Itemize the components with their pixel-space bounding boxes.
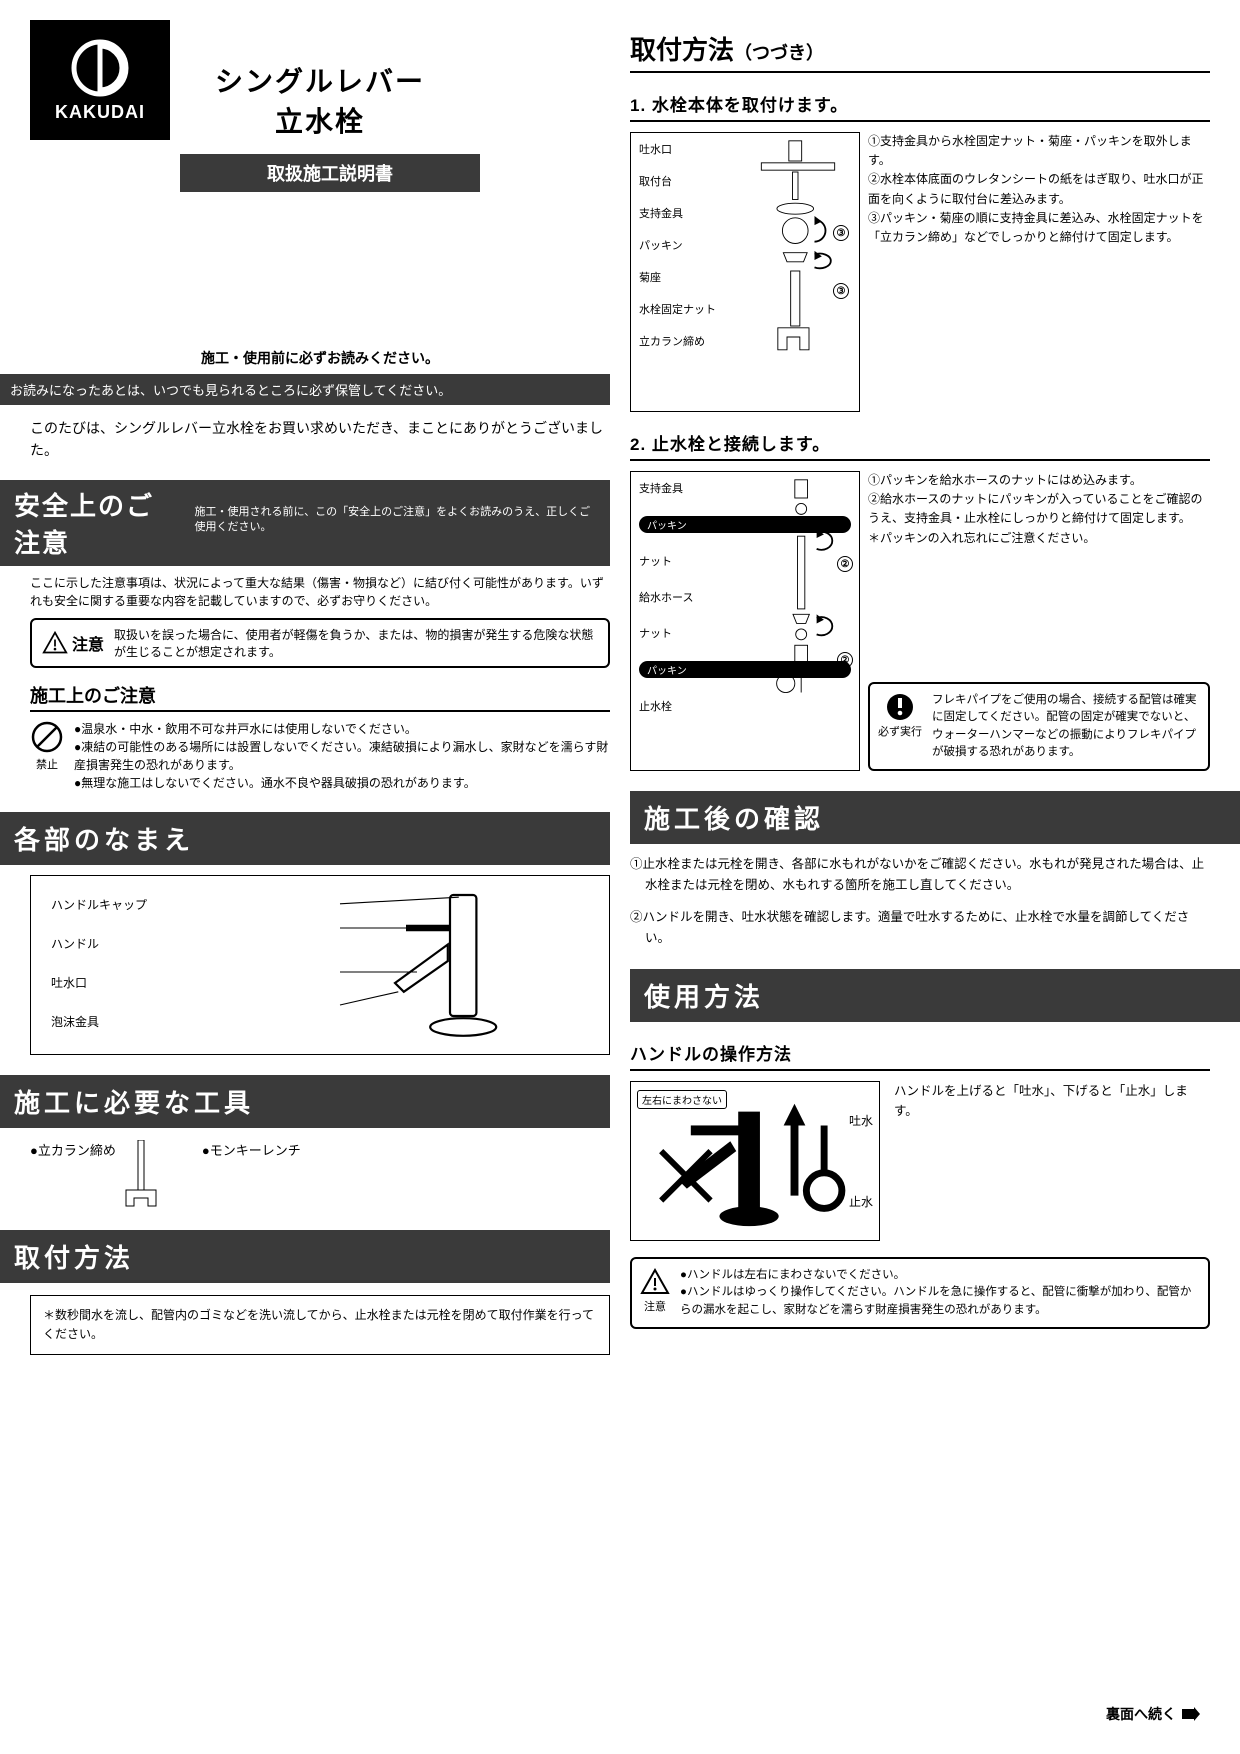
tool-2-label: ●モンキーレンチ [202, 1140, 301, 1159]
storage-note-strip: お読みになったあとは、いつでも見られるところに必ず保管してください。 [0, 374, 610, 405]
caution-text: 取扱いを誤った場合に、使用者が軽傷を負うか、または、物的損害が発生する危険な状態… [114, 626, 598, 660]
tool-basin-wrench: ●立カラン締め [30, 1140, 162, 1210]
usage-sub-title: ハンドルの操作方法 [630, 1040, 1210, 1071]
tools-section-bar: 施工に必要な工具 [0, 1075, 610, 1128]
parts-diagram: ハンドルキャップ ハンドル 吐水口 泡沫金具 [30, 875, 610, 1055]
usage-caution-icon: 注意 [640, 1267, 670, 1319]
caution-icon: 注意 [42, 630, 104, 656]
forbid-item-1: ●温泉水・中水・飲用不可な井戸水には使用しないでください。 [74, 720, 610, 738]
s2-t2: ②給水ホースのナットにパッキンが入っていることをご確認のうえ、支持金具・止水栓に… [868, 490, 1210, 528]
step1-text: ①支持金具から水栓固定ナット・菊座・パッキンを取外します。 ②水栓本体底面のウレ… [868, 132, 1210, 412]
install-section-bar: 取付方法 [0, 1230, 610, 1283]
parts-labels: ハンドルキャップ ハンドル 吐水口 泡沫金具 [51, 896, 147, 1030]
thanks-text: このたびは、シングルレバー立水栓をお買い求めいただき、まことにありがとうございま… [30, 417, 610, 462]
footer-continue: 裏面へ続く [1106, 1704, 1200, 1724]
usage-caution-box: 注意 ●ハンドルは左右にまわさないでください。 ●ハンドルはゆっくり操作してくだ… [630, 1257, 1210, 1329]
forbid-item-3: ●無理な施工はしないでください。通水不良や器具破損の恐れがあります。 [74, 774, 610, 792]
product-title: シングルレバー 立水栓 取扱施工説明書 [180, 60, 460, 192]
install-cont-suffix: （つづき） [734, 43, 824, 63]
forbid-text: ●温泉水・中水・飲用不可な井戸水には使用しないでください。 ●凍結の可能性のある… [74, 720, 610, 792]
warn-mandatory-text: フレキパイプをご使用の場合、接続する配管は確実に固定してください。配管の固定が確… [932, 692, 1200, 761]
install-cont-title-text: 取付方法 [630, 35, 734, 65]
brand-logo: KAKUDAI [30, 20, 170, 140]
usage-diagram: 左右にまわさない [630, 1081, 880, 1241]
step2-exploded-icon [753, 478, 853, 733]
forbid-icon: 禁止 [30, 720, 64, 792]
s2-t3: ＊パッキンの入れ忘れにご注意ください。 [868, 529, 1210, 548]
manual-type-label: 取扱施工説明書 [180, 154, 480, 192]
step2-diagram: 支持金具 パッキン ナット 給水ホース ナット パッキン 止水栓 [630, 471, 860, 771]
step2-title: 2. 止水栓と接続します。 [630, 430, 1210, 461]
forbid-item-2: ●凍結の可能性のある場所には設置しないでください。凍結破損により漏水し、家財など… [74, 738, 610, 774]
faucet-diagram-icon [329, 884, 549, 1060]
safety-subtitle: 施工・使用される前に、この「安全上のご注意」をよくお読みのうえ、正しくご使用くだ… [195, 505, 597, 536]
s1-t2: ②水栓本体底面のウレタンシートの紙をはぎ取り、吐水口が正面を向くように取付台に差… [868, 170, 1210, 208]
usage-row: 左右にまわさない [630, 1081, 1210, 1241]
arrow-right-icon [1182, 1707, 1200, 1721]
tools-list: ●立カラン締め ●モンキーレンチ [30, 1140, 610, 1210]
usage-warn-text: ●ハンドルは左右にまわさないでください。 ●ハンドルはゆっくり操作してください。… [680, 1267, 1200, 1319]
mandatory-icon: 必ず実行 [878, 692, 922, 761]
forbid-label: 禁止 [36, 756, 58, 772]
s2-circle-2: ② [837, 652, 853, 668]
parts-section-bar: 各部のなまえ [0, 812, 610, 865]
install-pre-note: ＊数秒間水を流し、配管内のゴミなどを洗い流してから、止水栓または元栓を閉めて取付… [30, 1295, 610, 1355]
caution-label: 注意 [72, 631, 104, 655]
safety-note: ここに示した注意事項は、状況によって重大な結果（傷害・物損など）に結び付く可能性… [30, 574, 610, 610]
footer-text: 裏面へ続く [1106, 1704, 1176, 1724]
usage-disp-close: 止水 [849, 1193, 873, 1210]
product-line-2: 立水栓 [180, 100, 460, 140]
safety-title: 安全上のご注意 [14, 486, 181, 560]
part-label-cap: ハンドルキャップ [51, 896, 147, 913]
step1-diagram: 吐水口 取付台 支持金具 パッキン 菊座 水栓固定ナット 立カラン締め [630, 132, 860, 412]
s1-circle-2: ③ [833, 283, 849, 299]
kakudai-logo-icon [70, 38, 130, 98]
brand-name: KAKUDAI [55, 102, 145, 123]
post-section-bar: 施工後の確認 [630, 791, 1240, 844]
usage-warn-1: ●ハンドルは左右にまわさないでください。 [680, 1267, 1200, 1284]
part-label-aerator: 泡沫金具 [51, 1013, 147, 1030]
step1-title: 1. 水栓本体を取付けます。 [630, 91, 1210, 122]
post-item-2: ②ハンドルを開き、吐水状態を確認します。適量で吐水するために、止水栓で水量を調節… [630, 907, 1210, 950]
s1-t3: ③パッキン・菊座の順に支持金具に差込み、水栓固定ナットを「立カラン締め」などでし… [868, 209, 1210, 247]
forbid-box: 禁止 ●温泉水・中水・飲用不可な井戸水には使用しないでください。 ●凍結の可能性… [30, 720, 610, 792]
s2-t1: ①パッキンを給水ホースのナットにはめ込みます。 [868, 471, 1210, 490]
part-label-spout: 吐水口 [51, 974, 147, 991]
warning-triangle-icon [640, 1267, 670, 1297]
s1-circle-1: ③ [833, 225, 849, 241]
post-item-1: ①止水栓または元栓を開き、各部に水もれがないかをご確認ください。水もれが発見され… [630, 854, 1210, 897]
step2-warn-box: 必ず実行 フレキパイプをご使用の場合、接続する配管は確実に固定してください。配管… [868, 682, 1210, 771]
product-line-1: シングルレバー [180, 60, 460, 100]
warn-mandatory-label: 必ず実行 [878, 724, 922, 741]
must-read-text: 施工・使用前に必ずお読みください。 [30, 348, 610, 368]
install-continued-title: 取付方法（つづき） [630, 30, 1210, 73]
usage-section-bar: 使用方法 [630, 969, 1240, 1022]
part-label-handle: ハンドル [51, 935, 147, 952]
usage-text: ハンドルを上げると「吐水」、下げると「止水」します。 [894, 1081, 1210, 1121]
s2-circle-1: ② [837, 556, 853, 572]
step2-row: 支持金具 パッキン ナット 給水ホース ナット パッキン 止水栓 [630, 471, 1210, 771]
basin-wrench-icon [122, 1140, 162, 1210]
prohibit-icon [30, 720, 64, 754]
tool-monkey-wrench: ●モンキーレンチ [202, 1140, 301, 1159]
usage-warn-label: 注意 [644, 1299, 666, 1316]
s1-t1: ①支持金具から水栓固定ナット・菊座・パッキンを取外します。 [868, 132, 1210, 170]
exclaim-circle-icon [885, 692, 915, 722]
step2-text: ①パッキンを給水ホースのナットにはめ込みます。 ②給水ホースのナットにパッキンが… [868, 471, 1210, 658]
safety-section-bar: 安全上のご注意 施工・使用される前に、この「安全上のご注意」をよくお読みのうえ、… [0, 480, 610, 566]
construction-caution-title: 施工上のご注意 [30, 682, 610, 712]
usage-warn-2: ●ハンドルはゆっくり操作してください。ハンドルを急に操作すると、配管に衝撃が加わ… [680, 1284, 1200, 1319]
step1-exploded-icon [743, 139, 853, 377]
tool-1-label: ●立カラン締め [30, 1140, 116, 1159]
warning-triangle-icon [42, 630, 68, 656]
usage-disp-open: 吐水 [849, 1112, 873, 1129]
step1-row: 吐水口 取付台 支持金具 パッキン 菊座 水栓固定ナット 立カラン締め [630, 132, 1210, 412]
usage-box-label: 左右にまわさない [637, 1090, 727, 1109]
caution-box: 注意 取扱いを誤った場合に、使用者が軽傷を負うか、または、物的損害が発生する危険… [30, 618, 610, 668]
